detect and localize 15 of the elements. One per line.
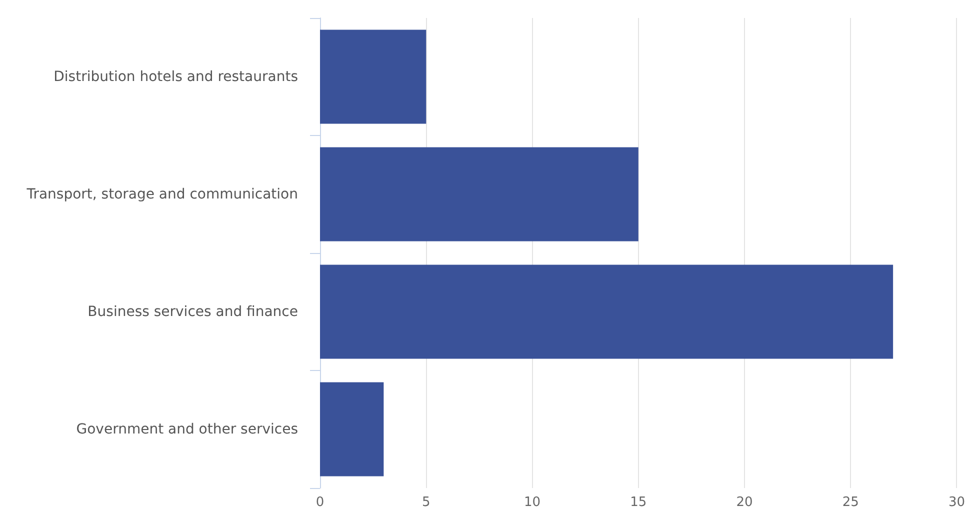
x-tick-label: 5 (422, 495, 430, 510)
y-tick-label: Distribution hotels and restaurants (54, 68, 298, 85)
x-tick-label: 15 (630, 495, 647, 510)
bar (320, 147, 638, 242)
x-tick-label: 0 (316, 495, 324, 510)
bar (320, 264, 894, 359)
x-tick-label: 20 (736, 495, 753, 510)
x-tick-label: 30 (948, 495, 965, 510)
y-tick-label: Business services and finance (88, 304, 298, 320)
x-tick-label: 10 (524, 495, 541, 510)
bar (320, 30, 426, 124)
bar (320, 382, 384, 476)
x-tick-label: 25 (842, 495, 859, 510)
y-tick-label: Transport, storage and communication (26, 186, 298, 202)
y-tick-label: Government and other services (76, 421, 298, 438)
